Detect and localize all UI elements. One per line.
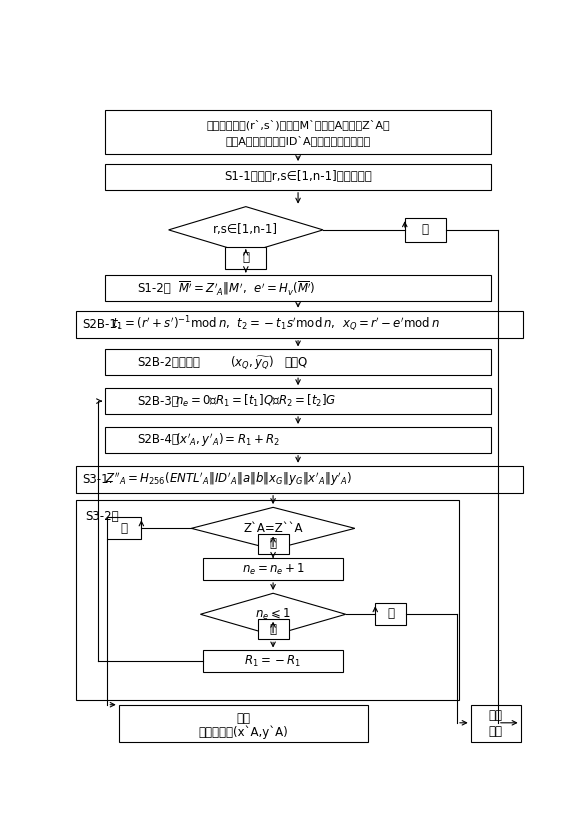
Text: S2B-3：: S2B-3：	[137, 394, 179, 408]
Text: S2B-1:: S2B-1:	[82, 318, 121, 331]
Text: $(x_Q,\widetilde{y_Q})$: $(x_Q,\widetilde{y_Q})$	[230, 354, 274, 371]
FancyBboxPatch shape	[105, 164, 491, 190]
Text: 是: 是	[121, 522, 128, 534]
FancyBboxPatch shape	[76, 500, 459, 701]
FancyBboxPatch shape	[226, 247, 266, 268]
Text: $(x'_A,y'_A)=R_1+R_2$: $(x'_A,y'_A)=R_1+R_2$	[175, 431, 280, 449]
Text: 否: 否	[270, 537, 277, 550]
Text: $n_e\leqslant1$: $n_e\leqslant1$	[255, 607, 291, 622]
FancyBboxPatch shape	[375, 603, 406, 624]
Text: 转点Q: 转点Q	[284, 356, 308, 369]
Text: $\overline{M}'=Z'_A\|M'$,  $e'=H_v(\overline{M}')$: $\overline{M}'=Z'_A\|M'$, $e'=H_v(\overl…	[178, 279, 315, 297]
Text: 否: 否	[422, 223, 429, 237]
FancyBboxPatch shape	[105, 427, 491, 453]
Text: 否: 否	[387, 607, 394, 621]
FancyBboxPatch shape	[76, 310, 523, 338]
FancyBboxPatch shape	[258, 534, 288, 555]
FancyBboxPatch shape	[107, 518, 141, 539]
Text: 用户A的可辨别标识ID`A；椭圆曲线系统参数: 用户A的可辨别标识ID`A；椭圆曲线系统参数	[226, 135, 371, 146]
Text: $n_e=0$，$R_1=[t_1]Q$，$R_2=[t_2]G$: $n_e=0$，$R_1=[t_1]Q$，$R_2=[t_2]G$	[175, 393, 337, 409]
FancyBboxPatch shape	[405, 218, 445, 242]
Text: $R_1=-R_1$: $R_1=-R_1$	[244, 654, 302, 669]
Text: S3-2：: S3-2：	[86, 509, 119, 523]
FancyBboxPatch shape	[203, 650, 343, 672]
Text: 输入：签名值(r`,s`)；消息M`；用户A杂凑值Z`A；: 输入：签名值(r`,s`)；消息M`；用户A杂凑值Z`A；	[206, 119, 390, 130]
Text: $n_e=n_e+1$: $n_e=n_e+1$	[241, 561, 305, 576]
Text: S1-1：检查r,s∈[1,n-1]是否都成立: S1-1：检查r,s∈[1,n-1]是否都成立	[224, 170, 372, 184]
Polygon shape	[200, 593, 346, 635]
FancyBboxPatch shape	[118, 705, 369, 742]
Text: 是: 是	[270, 623, 277, 636]
FancyBboxPatch shape	[258, 619, 288, 639]
Text: r,s∈[1,n-1]: r,s∈[1,n-1]	[213, 223, 278, 237]
FancyBboxPatch shape	[471, 705, 520, 742]
Text: $t_1=(r'+s')^{-1}\mathrm{mod}\,n$,  $t_2=-t_1s'\mathrm{mod}\,n$,  $x_Q=r'-e'\mat: $t_1=(r'+s')^{-1}\mathrm{mod}\,n$, $t_2=…	[112, 315, 440, 334]
FancyBboxPatch shape	[105, 388, 491, 414]
Text: 错误: 错误	[489, 725, 503, 737]
Text: 输出: 输出	[237, 711, 251, 725]
Text: 是: 是	[243, 251, 249, 264]
Text: S1-2：: S1-2：	[137, 282, 171, 294]
Text: S2B-4：: S2B-4：	[137, 434, 179, 446]
Polygon shape	[191, 508, 355, 550]
Text: 输出: 输出	[489, 708, 503, 722]
FancyBboxPatch shape	[105, 275, 491, 301]
Text: 成功返回的(x`A,y`A): 成功返回的(x`A,y`A)	[199, 726, 288, 739]
Text: S3-1:: S3-1:	[82, 472, 113, 486]
FancyBboxPatch shape	[203, 558, 343, 580]
FancyBboxPatch shape	[76, 466, 523, 492]
Text: $Z''_A=H_{256}(ENTL'_A\|ID'_A\|a\|b\|x_G\|y_G\|x'_A\|y'_A)$: $Z''_A=H_{256}(ENTL'_A\|ID'_A\|a\|b\|x_G…	[105, 471, 352, 488]
Polygon shape	[169, 206, 323, 253]
Text: S2B-2：压缩点: S2B-2：压缩点	[137, 356, 200, 369]
FancyBboxPatch shape	[105, 111, 491, 154]
Text: Z`A=Z``A: Z`A=Z``A	[243, 522, 303, 534]
FancyBboxPatch shape	[105, 349, 491, 375]
